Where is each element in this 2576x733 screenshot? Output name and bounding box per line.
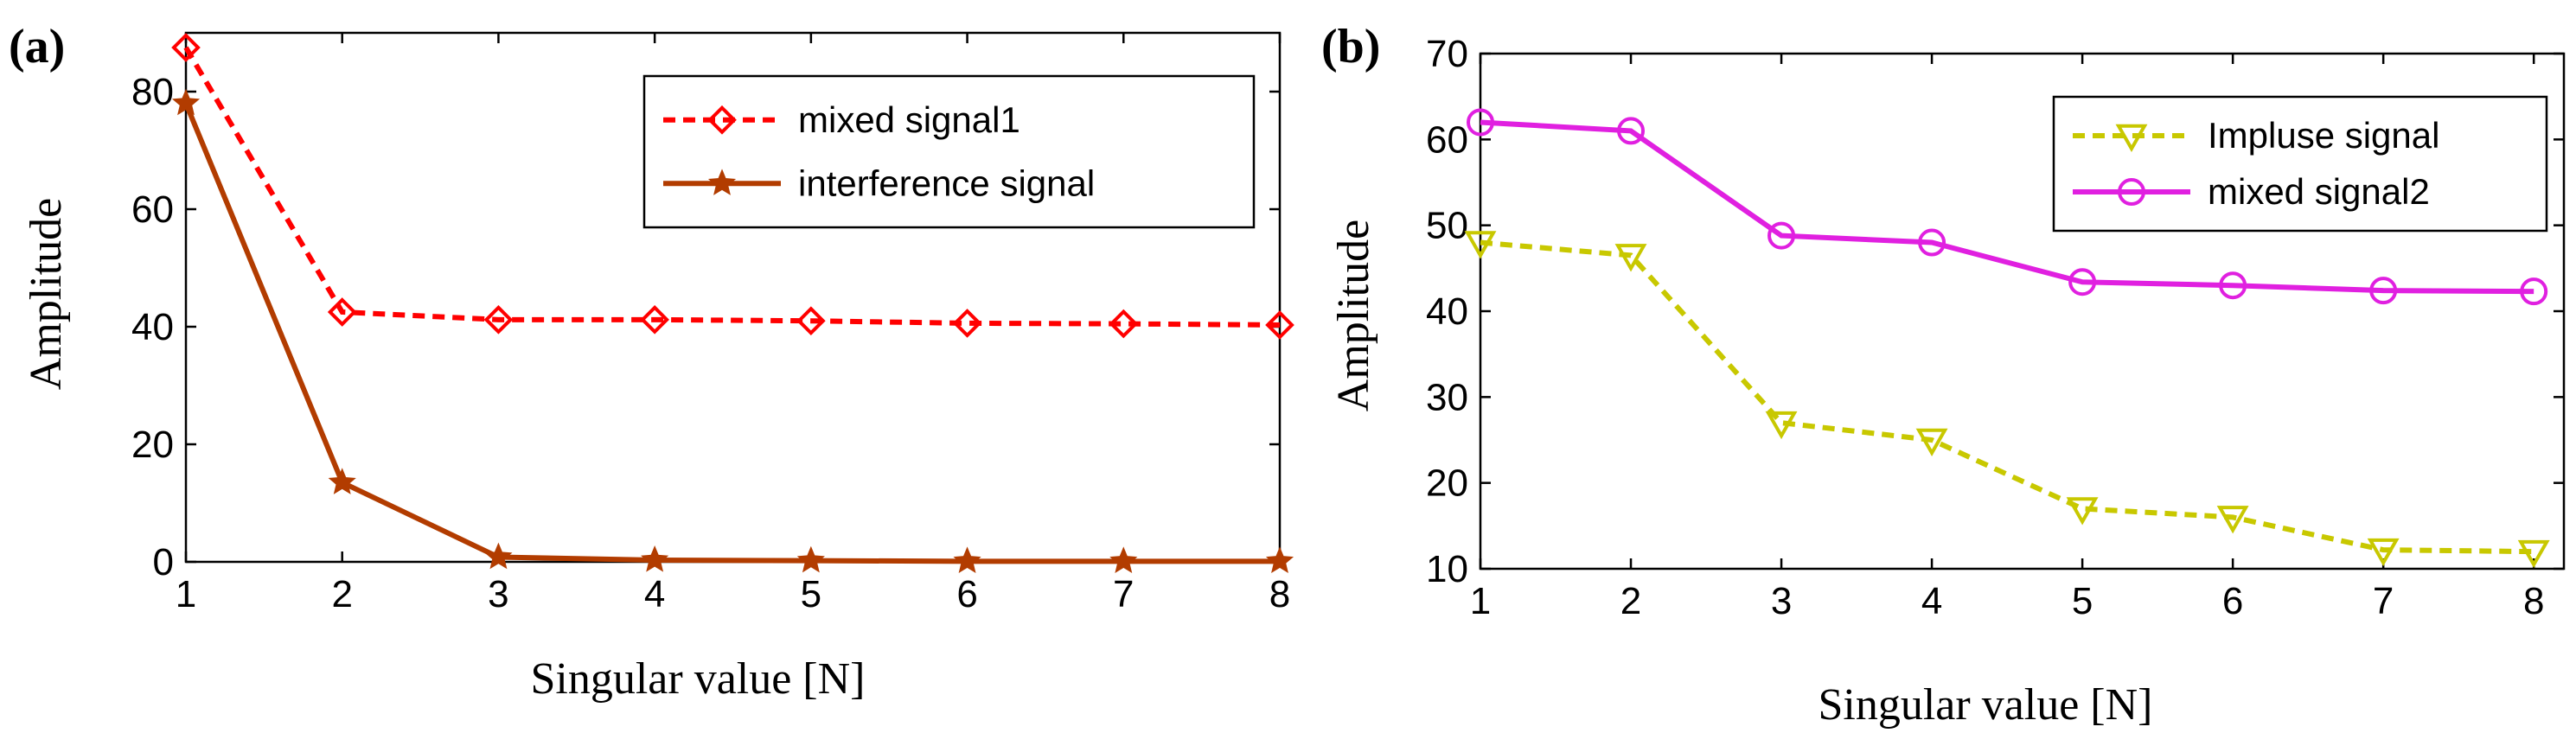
panel-0-series-1-point — [796, 545, 825, 573]
panel-1-ytick-label: 60 — [1426, 118, 1468, 161]
panel-1-series-1-point — [1918, 228, 1946, 257]
panel-0-series-0-point — [796, 306, 826, 336]
panel-0-series-0-point — [952, 309, 982, 338]
panel-1-xtick-label: 3 — [1771, 580, 1792, 622]
panel-0-series-1-point — [171, 88, 201, 116]
panel-1-series-0-point — [1915, 428, 1948, 457]
panel-0-xtick-label: 2 — [331, 573, 352, 615]
panel-0-series-1-point — [953, 546, 981, 573]
panel-1-ytick-label: 30 — [1426, 376, 1468, 418]
panel-0-series-1-point — [484, 542, 513, 570]
panel-0-legend-marker-1 — [707, 169, 737, 195]
panel-1-series-1-point — [2068, 268, 2097, 296]
panel-1-legend-label-0: Impluse signal — [2208, 115, 2439, 156]
panel-0-xtick-label: 1 — [176, 573, 196, 615]
panel-0-series-1-point — [1109, 546, 1138, 573]
panel-1-ytick-label: 20 — [1426, 462, 1468, 505]
panel-1-xtick-label: 7 — [2373, 580, 2394, 622]
panel-0-xtick-label: 7 — [1113, 573, 1134, 615]
panel-1-series-1-line — [1480, 119, 2534, 295]
panel-1-series-1-point — [2369, 277, 2398, 305]
panel-0-xtick-label: 3 — [488, 573, 508, 615]
panel-1-series-0-point — [1614, 244, 1647, 272]
panel-a-label: (a) — [9, 20, 65, 73]
panel-0-legend-box — [642, 74, 1256, 229]
panel-0-series-0-point — [1265, 310, 1294, 340]
panel-1-series-1-point — [2219, 271, 2247, 300]
panel-a-legend: mixed signal1 interference signal — [642, 74, 1256, 229]
panel-1-ytick-label: 50 — [1426, 205, 1468, 247]
panel-1-xtick-label: 4 — [1921, 580, 1942, 622]
panel-0-series-1-line — [183, 102, 1280, 564]
panel-1-legend-marker-0 — [2115, 124, 2148, 152]
panel-1-series-0-point — [1464, 231, 1497, 259]
panel-b-plot: 1 2 3 4 5 6 7 8 10 20 30 40 50 60 70 — [1426, 33, 2566, 622]
panel-0-series-1-point — [641, 545, 669, 572]
panel-0-legend-marker-0 — [707, 105, 737, 135]
panel-1-series-0-point — [2216, 506, 2249, 534]
panel-0-series-1-point — [1265, 546, 1294, 573]
panel-1-ytick-label: 70 — [1426, 33, 1468, 75]
panel-a-xlabel: Singular value [N] — [530, 654, 865, 704]
panel-0-xtick-label: 6 — [956, 573, 977, 615]
panel-1-series-0-line — [1480, 239, 2534, 555]
panel-0-ytick-label: 20 — [131, 424, 174, 466]
panel-1-legend-marker-1 — [2118, 178, 2145, 207]
panel-0-xtick-label: 5 — [801, 573, 821, 615]
panel-b-xlabel: Singular value [N] — [1818, 680, 2152, 730]
panel-1-series-1-point — [2520, 277, 2548, 306]
panel-0-series-1-point — [328, 468, 356, 494]
panel-0-ytick-label: 40 — [131, 306, 174, 348]
panel-1-series-1-point — [1767, 221, 1796, 250]
panel-b-ylabel: Amplitude — [1329, 220, 1378, 411]
panel-1-ytick-label: 10 — [1426, 548, 1468, 590]
panel-0-ytick-label: 60 — [131, 188, 174, 231]
panel-b: (b) Amplitude Singular value [N] 1 2 3 4 5 6 7… — [1321, 20, 2566, 730]
panel-1-xtick-label: 6 — [2222, 580, 2243, 622]
panel-1-series-0-point — [2367, 538, 2400, 567]
panel-1-xtick-label: 5 — [2072, 580, 2093, 622]
panel-1-xtick-label: 8 — [2523, 580, 2544, 622]
panel-1-xtick-label: 1 — [1470, 580, 1491, 622]
panel-0-ytick-label: 80 — [131, 71, 174, 113]
panel-1-ytick-label: 40 — [1426, 290, 1468, 333]
panel-1-series-0-point — [1765, 411, 1798, 440]
panel-a-ylabel: Amplitude — [22, 198, 71, 390]
panel-0-xtick-label: 4 — [644, 573, 665, 615]
panel-0-series-0-point — [327, 297, 357, 327]
panel-1-series-1-point — [1617, 117, 1646, 145]
panel-1-series-1-point — [1467, 108, 1494, 137]
panel-b-legend: Impluse signal mixed signal2 — [2052, 95, 2548, 233]
panel-0-legend-label-0: mixed signal1 — [798, 99, 1020, 140]
panel-0-series-0-line — [183, 46, 1281, 328]
panel-b-label: (b) — [1321, 20, 1380, 73]
panel-0-series-0-point — [171, 33, 201, 62]
panel-0-ytick-label: 0 — [153, 541, 174, 583]
panel-1-series-0-point — [2066, 497, 2099, 526]
panel-0-series-0-point — [640, 305, 669, 335]
panel-1-xtick-label: 2 — [1620, 580, 1641, 622]
panel-0-series-0-point — [1109, 309, 1139, 339]
panel-1-legend-label-1: mixed signal2 — [2208, 171, 2430, 212]
panel-0-legend-label-1: interference signal — [798, 163, 1095, 203]
panel-a: (a) Amplitude Singular value [N] 1 2 3 4 5 6 7… — [9, 20, 1294, 704]
panel-1-legend-box — [2052, 95, 2548, 233]
panel-0-xtick-label: 8 — [1269, 573, 1290, 615]
panel-1-series-0-point — [2517, 539, 2550, 569]
panel-0-series-0-point — [483, 305, 514, 335]
